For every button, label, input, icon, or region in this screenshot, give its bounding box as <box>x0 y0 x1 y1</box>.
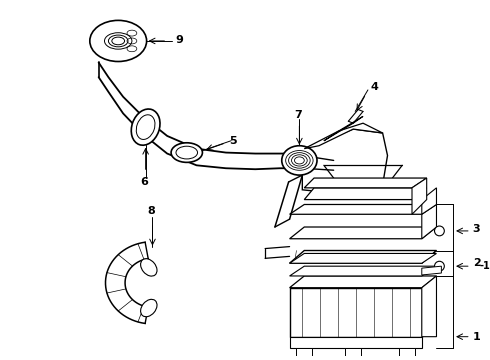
Ellipse shape <box>282 146 317 175</box>
Polygon shape <box>302 129 388 195</box>
Ellipse shape <box>435 226 444 236</box>
Polygon shape <box>422 276 437 337</box>
Ellipse shape <box>131 109 160 145</box>
Ellipse shape <box>141 259 157 276</box>
Polygon shape <box>412 178 427 214</box>
Polygon shape <box>422 266 441 275</box>
Polygon shape <box>296 348 312 356</box>
Polygon shape <box>290 266 437 276</box>
Polygon shape <box>422 188 437 214</box>
Text: 2: 2 <box>473 258 481 268</box>
Polygon shape <box>324 116 363 141</box>
Polygon shape <box>290 276 437 288</box>
Text: 8: 8 <box>147 206 155 216</box>
Text: 3: 3 <box>473 224 480 234</box>
Polygon shape <box>304 123 383 149</box>
Text: -1: -1 <box>480 261 490 271</box>
Text: 5: 5 <box>229 136 237 146</box>
Polygon shape <box>290 288 422 337</box>
Ellipse shape <box>435 261 444 271</box>
Ellipse shape <box>90 21 147 62</box>
Ellipse shape <box>171 143 202 162</box>
Text: 9: 9 <box>175 35 183 45</box>
Ellipse shape <box>141 299 157 317</box>
Polygon shape <box>290 337 422 348</box>
Text: 4: 4 <box>371 82 379 92</box>
Polygon shape <box>290 204 437 214</box>
Text: 6: 6 <box>140 177 147 187</box>
Polygon shape <box>422 251 437 263</box>
Polygon shape <box>290 253 437 263</box>
Polygon shape <box>345 348 361 356</box>
Text: 1: 1 <box>473 332 481 342</box>
Polygon shape <box>290 227 437 239</box>
Polygon shape <box>304 178 427 188</box>
Polygon shape <box>399 348 415 356</box>
Text: 7: 7 <box>294 111 302 120</box>
Polygon shape <box>290 251 437 263</box>
Polygon shape <box>304 188 427 199</box>
Polygon shape <box>422 204 437 239</box>
